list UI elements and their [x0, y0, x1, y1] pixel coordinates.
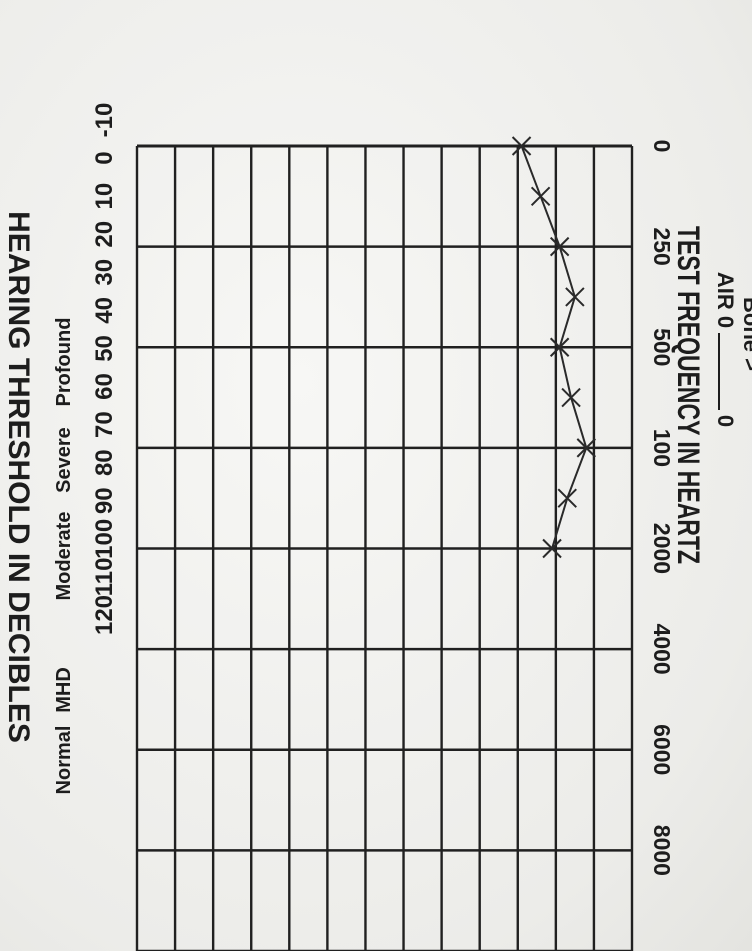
data-point-marker: [530, 186, 551, 207]
decibel-tick-label: 70: [91, 411, 118, 438]
data-point-marker: [549, 337, 570, 357]
marker-stroke: [561, 387, 581, 408]
legend-bone: Bone >: [739, 297, 752, 371]
decibel-tick-label: 90: [91, 487, 118, 514]
y-axis-title: HEARING THRESHOLD IN DECIBLES: [2, 211, 35, 743]
legend-air-symbol: 0: [713, 415, 738, 427]
data-point-marker: [557, 488, 577, 508]
frequency-tick-label: 0: [649, 140, 675, 153]
decibel-tick-label: 80: [91, 449, 118, 476]
threshold-curve: [511, 136, 597, 559]
data-point-marker: [565, 287, 585, 307]
x-axis-title: TEST FREQUENCY IN HEARTZ: [671, 226, 706, 564]
frequency-tick-label: 6000: [649, 724, 675, 775]
decibel-tick-label: 120: [91, 595, 118, 635]
frequency-tick-label: 2000: [649, 523, 675, 574]
severity-label: Moderate: [53, 512, 75, 601]
frequency-tick-label: 4000: [649, 624, 675, 675]
decibel-tick-label: 10: [91, 183, 118, 210]
frequency-tick-labels: 0 250 500 100 2000 4000 6000 8000: [649, 140, 675, 876]
decibel-tick-label: 20: [91, 221, 118, 248]
severity-labels: Profound Severe Moderate MHD Normal: [53, 318, 75, 795]
decibel-tick-label: -10: [91, 103, 118, 138]
severity-label: Profound: [53, 318, 75, 407]
frequency-tick-label: 100: [649, 429, 675, 467]
decibel-tick-label: 50: [91, 335, 118, 362]
marker-stroke: [576, 438, 597, 458]
data-point-marker: [542, 538, 562, 559]
data-point-marker: [511, 136, 532, 156]
decibel-tick-label: 0: [91, 151, 118, 164]
marker-stroke: [542, 538, 562, 559]
decibel-tick-label: 100: [91, 519, 118, 559]
marker-stroke: [557, 488, 577, 508]
frequency-tick-label: 8000: [649, 825, 675, 876]
data-point-marker: [561, 387, 581, 408]
severity-label: MHD: [53, 667, 75, 713]
decibel-tick-label: 40: [91, 297, 118, 324]
severity-label: Severe: [53, 427, 75, 493]
legend-air: AIR 0: [713, 272, 738, 328]
marker-stroke: [530, 186, 551, 207]
decibel-tick-label: 30: [91, 259, 118, 286]
marker-stroke: [549, 236, 570, 257]
audiogram-grid: [135, 144, 634, 951]
decibel-tick-label: 60: [91, 373, 118, 400]
data-point-marker: [576, 438, 597, 458]
severity-label: Normal: [53, 726, 75, 795]
marker-stroke: [549, 337, 570, 357]
frequency-tick-label: 250: [649, 227, 675, 265]
decibel-tick-label: 110: [91, 558, 118, 597]
marker-stroke: [511, 136, 532, 156]
frequency-tick-label: 500: [649, 328, 675, 366]
data-point-marker: [549, 236, 570, 257]
marker-stroke: [565, 287, 585, 307]
